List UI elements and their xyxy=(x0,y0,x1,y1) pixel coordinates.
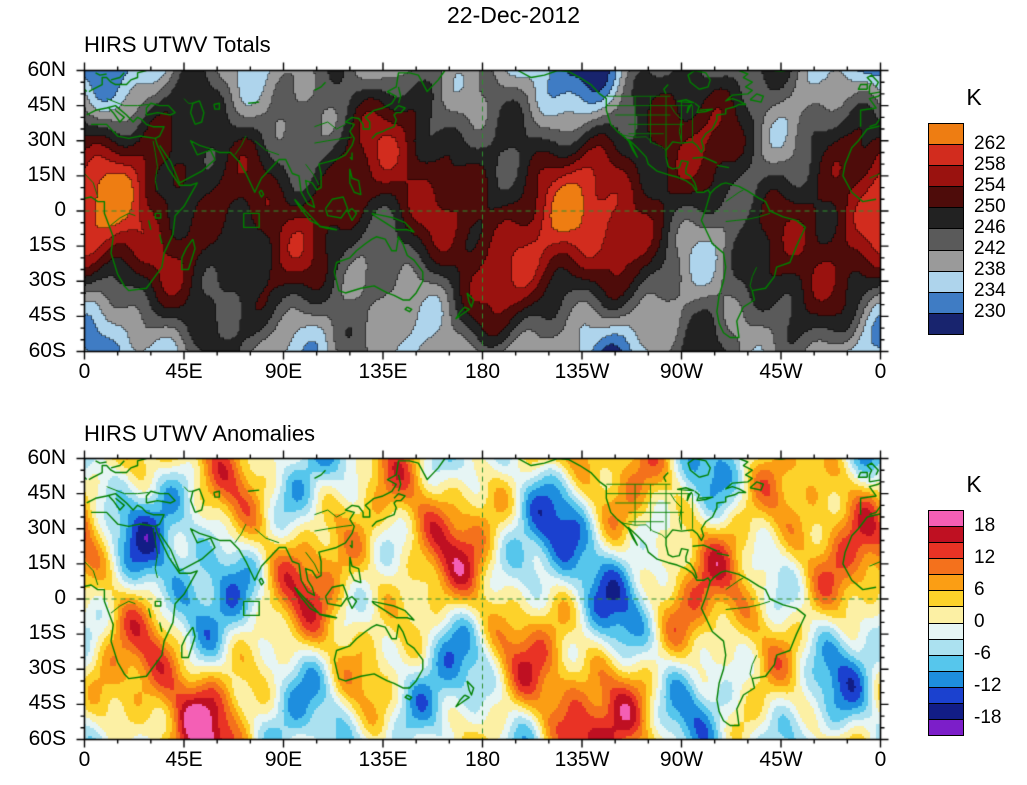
colorbar-totals xyxy=(928,123,964,335)
lat-tick-label: 45S xyxy=(28,691,66,715)
colorbar-tick-label: 230 xyxy=(974,301,1006,322)
colorbar-swatch xyxy=(929,187,963,209)
lon-tick-label: 135W xyxy=(554,748,610,771)
colorbar-swatch xyxy=(929,559,963,576)
lat-tick-label: 15N xyxy=(27,550,66,574)
colorbar-swatch xyxy=(929,591,963,608)
colorbar-swatch xyxy=(929,720,963,736)
lon-tick-label: 45E xyxy=(165,360,203,383)
lat-tick-label: 45S xyxy=(28,303,66,327)
colorbar-tick-label: 238 xyxy=(974,259,1006,280)
colorbar-swatch xyxy=(929,575,963,592)
lat-tick-label: 30S xyxy=(28,656,66,680)
colorbar-units-anomalies: K xyxy=(966,471,982,497)
panel-title-totals: HIRS UTWV Totals xyxy=(84,32,271,57)
colorbar-swatch xyxy=(929,292,963,314)
colorbar-swatch xyxy=(929,543,963,560)
lon-tick-label: 0 xyxy=(874,360,887,383)
date-title: 22-Dec-2012 xyxy=(447,2,580,28)
panel-title-anomalies: HIRS UTWV Anomalies xyxy=(84,421,316,446)
colorbar-swatch xyxy=(929,229,963,251)
colorbar-tick-label: -12 xyxy=(974,675,1002,696)
lat-tick-label: 60S xyxy=(28,338,66,362)
colorbar-tick-label: 6 xyxy=(974,579,985,600)
lon-tick-label: 45W xyxy=(759,748,803,771)
colorbar-tick-label: 0 xyxy=(974,611,985,632)
lon-tick-label: 90E xyxy=(264,360,303,383)
lon-tick-label: 90E xyxy=(264,748,303,771)
colorbar-swatch xyxy=(929,703,963,721)
lat-tick-label: 45N xyxy=(27,92,66,116)
lon-tick-label: 45E xyxy=(165,748,203,771)
colorbar-tick-label: 254 xyxy=(974,175,1006,196)
lon-tick-label: 0 xyxy=(78,748,91,771)
lat-tick-label: 30N xyxy=(27,127,66,151)
colorbar-tick-label: 12 xyxy=(974,547,996,568)
colorbar-swatch xyxy=(929,313,963,334)
lon-tick-label: 0 xyxy=(78,360,91,383)
colorbar-tick-label: -18 xyxy=(974,707,1002,728)
lon-tick-label: 0 xyxy=(874,748,887,771)
colorbar-tick-label: 18 xyxy=(974,515,996,536)
colorbar-tick-label: 246 xyxy=(974,217,1006,238)
lon-tick-label: 135W xyxy=(554,360,610,383)
lat-tick-label: 60N xyxy=(27,445,66,469)
colorbar-units-totals: K xyxy=(966,84,982,110)
lon-tick-label: 135E xyxy=(358,360,408,383)
colorbar-swatch xyxy=(929,687,963,704)
colorbar-swatch xyxy=(929,639,963,656)
colorbar-swatch xyxy=(929,607,963,624)
lat-tick-label: 15N xyxy=(27,162,66,186)
lon-tick-label: 135E xyxy=(358,748,408,771)
lon-tick-label: 45W xyxy=(759,360,803,383)
lat-tick-label: 45N xyxy=(27,480,66,504)
map-totals xyxy=(74,60,891,362)
colorbar-swatch xyxy=(929,124,963,146)
colorbar-tick-label: 234 xyxy=(974,280,1006,301)
lon-tick-label: 90W xyxy=(659,748,704,771)
lat-tick-label: 60S xyxy=(28,726,66,750)
colorbar-swatch xyxy=(929,511,963,528)
colorbar-swatch xyxy=(929,250,963,272)
colorbar-tick-label: 262 xyxy=(974,133,1006,154)
lon-tick-label: 180 xyxy=(464,748,501,771)
lon-tick-label: 180 xyxy=(464,360,501,383)
colorbar-tick-label: 258 xyxy=(974,154,1006,175)
colorbar-swatch xyxy=(929,145,963,167)
colorbar-swatch xyxy=(929,655,963,672)
lat-tick-label: 0 xyxy=(54,198,66,221)
colorbar-swatch xyxy=(929,208,963,230)
lat-tick-label: 15S xyxy=(28,233,66,257)
lon-tick-label: 90W xyxy=(659,360,704,383)
lat-tick-label: 30S xyxy=(28,268,66,292)
lat-tick-label: 0 xyxy=(54,586,66,609)
colorbar-tick-label: 242 xyxy=(974,238,1006,259)
colorbar-tick-label: 250 xyxy=(974,196,1006,217)
lat-tick-label: 60N xyxy=(27,57,66,81)
lat-tick-label: 30N xyxy=(27,515,66,539)
colorbar-anomalies xyxy=(928,510,964,736)
colorbar-swatch xyxy=(929,623,963,640)
colorbar-tick-label: -6 xyxy=(974,643,991,664)
colorbar-swatch xyxy=(929,671,963,688)
colorbar-swatch xyxy=(929,166,963,188)
lat-tick-label: 15S xyxy=(28,621,66,645)
colorbar-swatch xyxy=(929,527,963,544)
map-anomalies xyxy=(74,448,891,750)
colorbar-swatch xyxy=(929,271,963,293)
